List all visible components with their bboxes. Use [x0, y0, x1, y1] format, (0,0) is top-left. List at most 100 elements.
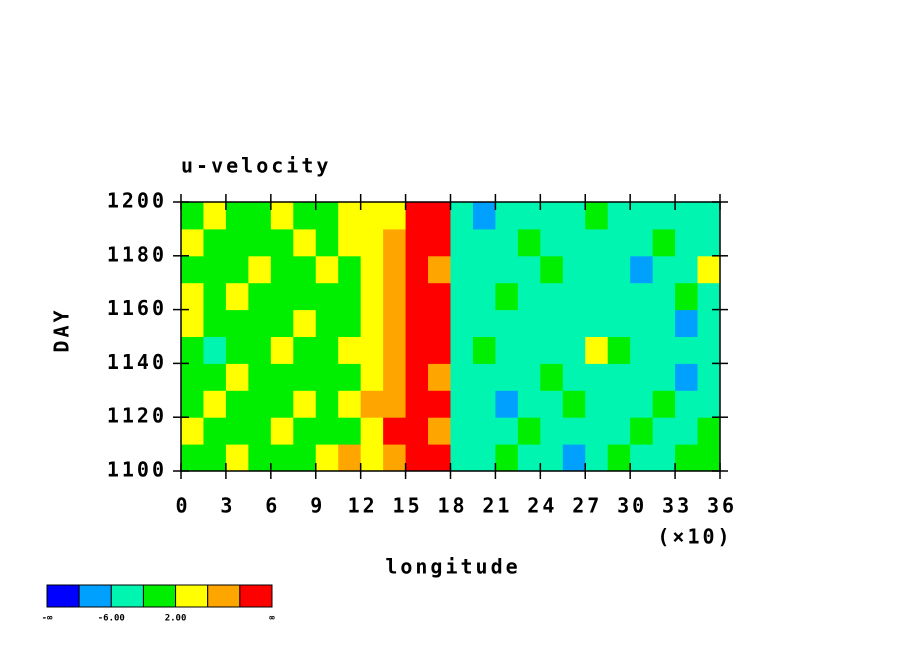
- contour-cell: [675, 255, 699, 284]
- contour-cell: [338, 255, 362, 284]
- x-tick-label: 12: [348, 494, 378, 518]
- contour-cell: [652, 255, 676, 284]
- contour-cell: [225, 417, 249, 445]
- x-tick-label: 18: [437, 494, 467, 518]
- contour-cell: [540, 255, 564, 284]
- contour-cell: [562, 336, 586, 364]
- contour-cell: [607, 228, 631, 257]
- contour-cell: [383, 309, 407, 337]
- contour-cell: [517, 444, 541, 472]
- contour-cell: [607, 255, 631, 284]
- colorbar-max-label: ∞: [269, 614, 275, 624]
- contour-cell: [203, 228, 227, 257]
- contour-cell: [495, 336, 519, 364]
- x-tick-label: 33: [662, 494, 692, 518]
- contour-cell: [293, 390, 317, 418]
- contour-cell: [360, 282, 384, 311]
- contour-cell: [495, 255, 519, 284]
- contour-cell: [585, 255, 609, 284]
- contour-cell: [383, 282, 407, 311]
- contour-cell: [405, 336, 429, 364]
- contour-cell: [472, 444, 496, 472]
- contour-cell: [293, 309, 317, 337]
- contour-cell: [585, 390, 609, 418]
- contour-cell: [675, 336, 699, 364]
- colorbar-swatch: [207, 584, 241, 608]
- contour-cell: [383, 390, 407, 418]
- contour-cell: [517, 202, 541, 230]
- contour-cell: [383, 417, 407, 445]
- contour-cell: [428, 336, 451, 364]
- contour-cell: [652, 228, 676, 257]
- contour-cell: [428, 282, 451, 311]
- contour-cell: [203, 309, 227, 337]
- colorbar-swatch: [78, 584, 112, 608]
- contour-cell: [472, 417, 496, 445]
- contour-cell: [270, 363, 294, 391]
- contour-cell: [607, 202, 631, 230]
- y-tick-label: 1100: [107, 458, 167, 482]
- chart-title: u-velocity: [181, 154, 331, 178]
- contour-cell: [338, 390, 362, 418]
- contour-cell: [405, 417, 429, 445]
- contour-cell: [315, 282, 339, 311]
- contour-cell: [697, 282, 721, 311]
- contour-cell: [607, 390, 631, 418]
- contour-cell: [652, 282, 676, 311]
- contour-cell: [181, 363, 204, 391]
- colorbar-swatch: [46, 584, 80, 608]
- colorbar-swatch: [110, 584, 144, 608]
- contour-cell: [562, 309, 586, 337]
- contour-cell: [293, 282, 317, 311]
- contour-cell: [540, 228, 564, 257]
- contour-cell: [428, 417, 451, 445]
- contour-cell: [270, 417, 294, 445]
- contour-cell: [428, 363, 451, 391]
- contour-cell: [315, 363, 339, 391]
- contour-cell: [181, 417, 204, 445]
- contour-cell: [270, 282, 294, 311]
- contour-cell: [338, 417, 362, 445]
- contour-cell: [472, 390, 496, 418]
- x-tick-label: 24: [527, 494, 557, 518]
- contour-cell: [585, 363, 609, 391]
- contour-cell: [450, 444, 474, 472]
- colorbar-tick-label: -6.00: [98, 614, 125, 624]
- y-tick-label: 1120: [107, 404, 167, 428]
- contour-cell: [495, 444, 519, 472]
- contour-cell: [517, 417, 541, 445]
- contour-cell: [315, 417, 339, 445]
- contour-cell: [383, 228, 407, 257]
- contour-cell: [315, 390, 339, 418]
- contour-cell: [293, 444, 317, 472]
- contour-cell: [450, 255, 474, 284]
- contour-cell: [585, 202, 609, 230]
- contour-cell: [630, 336, 654, 364]
- contour-cell: [383, 363, 407, 391]
- contour-cell: [181, 309, 204, 337]
- contour-cell: [517, 336, 541, 364]
- contour-cell: [383, 444, 407, 472]
- contour-cell: [181, 444, 204, 472]
- contour-cell: [338, 228, 362, 257]
- contour-cell: [383, 202, 407, 230]
- contour-cell: [585, 309, 609, 337]
- contour-cell: [293, 202, 317, 230]
- x-tick-label: 3: [220, 494, 235, 518]
- contour-cell: [248, 417, 272, 445]
- contour-cell: [270, 444, 294, 472]
- contour-cell: [607, 444, 631, 472]
- contour-cell: [315, 202, 339, 230]
- x-tick-label: 30: [617, 494, 647, 518]
- contour-cell: [472, 282, 496, 311]
- contour-cell: [562, 363, 586, 391]
- contour-cell: [405, 390, 429, 418]
- contour-cell: [315, 309, 339, 337]
- contour-cell: [360, 255, 384, 284]
- contour-cell: [697, 228, 721, 257]
- contour-cell: [338, 202, 362, 230]
- contour-cell: [540, 282, 564, 311]
- contour-cell: [181, 228, 204, 257]
- contour-cell: [540, 363, 564, 391]
- contour-cell: [562, 202, 586, 230]
